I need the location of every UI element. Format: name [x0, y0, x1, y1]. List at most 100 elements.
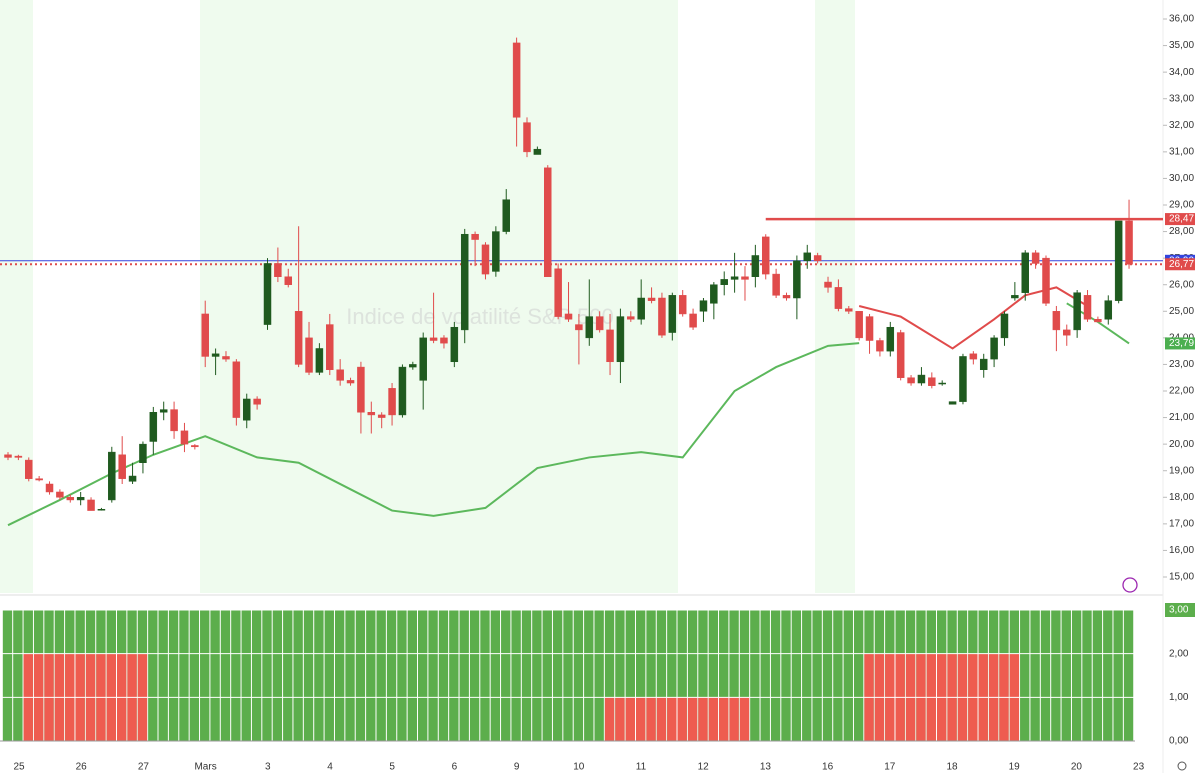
indicator-base — [573, 610, 584, 741]
candle-body — [1094, 319, 1102, 323]
indicator-bar — [719, 697, 729, 741]
y-tick-label: 36,00 — [1169, 14, 1194, 25]
candle-body — [377, 414, 386, 418]
indicator-bar — [667, 697, 677, 741]
y-tick-label: 23,00 — [1169, 359, 1194, 370]
indicator-base — [739, 610, 750, 741]
candle-body — [554, 268, 562, 317]
indicator-base — [698, 610, 708, 741]
candle-body — [595, 316, 604, 331]
indicator-base — [251, 610, 262, 741]
indicator-base — [563, 610, 573, 741]
candle-body — [429, 337, 438, 341]
candle-body — [699, 300, 708, 312]
candle-body — [357, 366, 365, 413]
indicator-base — [604, 610, 615, 741]
candle-body — [108, 451, 116, 501]
candle-body — [14, 455, 23, 458]
x-tick-label: 23 — [1133, 762, 1145, 773]
indicator-base — [1082, 610, 1092, 741]
indicator-base — [1030, 610, 1040, 741]
candle-body — [523, 122, 531, 153]
indicator-tag — [1165, 603, 1195, 617]
candle-body — [1031, 252, 1040, 264]
x-tick-label: Mars — [194, 762, 216, 773]
candle-body — [87, 499, 95, 511]
indicator-bar — [677, 697, 687, 741]
candle-body — [388, 388, 396, 416]
price-tag — [1165, 213, 1195, 226]
candle-body — [928, 377, 936, 386]
candle-body — [336, 369, 344, 381]
indicator-base — [501, 610, 511, 741]
candle-body — [585, 316, 594, 339]
candle-body — [616, 316, 625, 363]
indicator-base — [729, 610, 739, 741]
indicator-base — [314, 610, 324, 741]
price-tag-label: 23,79 — [1169, 338, 1194, 349]
indicator-base — [802, 610, 812, 741]
indicator-base — [1103, 610, 1113, 741]
candle-body — [678, 295, 687, 315]
price-tag — [1165, 337, 1195, 350]
candle-body — [1083, 295, 1092, 320]
candle-body — [834, 287, 843, 309]
candle-body — [907, 377, 915, 384]
x-tick-label: 16 — [822, 762, 834, 773]
x-tick-label: 12 — [698, 762, 710, 773]
indicator-base — [449, 610, 459, 741]
indicator-base — [1123, 610, 1134, 741]
candle-body — [1021, 252, 1029, 293]
settings-icon[interactable] — [1177, 761, 1187, 771]
indicator-base — [480, 610, 490, 741]
indicator-base — [168, 610, 179, 741]
indicator-base — [781, 610, 791, 741]
indicator-base — [189, 610, 200, 741]
indicator-bar — [656, 697, 667, 741]
candle-body — [315, 348, 324, 373]
candle-body — [56, 491, 64, 498]
indicator-base — [615, 610, 625, 741]
candle-body — [772, 273, 780, 296]
candle-body — [761, 236, 770, 275]
indicator-base — [521, 610, 532, 741]
indicator-base — [750, 610, 760, 741]
indicator-bar — [708, 697, 719, 741]
candle-body — [25, 459, 33, 479]
candle-body — [751, 255, 760, 277]
indicator-base — [158, 610, 168, 741]
x-tick-label: 17 — [884, 762, 896, 773]
candle-body — [782, 295, 791, 299]
ma-line — [858, 286, 1089, 350]
indicator-base — [584, 610, 594, 741]
indicator-base — [418, 610, 428, 741]
candle-body — [1125, 220, 1133, 265]
indicator-base — [200, 610, 210, 741]
candle-body — [845, 308, 853, 312]
candle-body — [460, 233, 469, 331]
candle-body — [658, 297, 666, 336]
y-tick-label: 32,00 — [1169, 120, 1194, 131]
alert-icon[interactable] — [1122, 577, 1138, 593]
candle-body — [118, 454, 126, 479]
candle-body — [969, 353, 978, 360]
y-tick-label: 35,00 — [1169, 40, 1194, 51]
y-tick-label: 26,00 — [1169, 279, 1194, 290]
indicator-base — [148, 610, 158, 741]
indicator-base — [677, 610, 687, 741]
candle-body — [979, 358, 988, 370]
candle-body — [544, 167, 552, 277]
indicator-base — [1040, 610, 1051, 741]
candle-body — [959, 356, 967, 402]
indicator-base — [283, 610, 293, 741]
indicator-base — [708, 610, 719, 741]
indicator-base — [438, 610, 449, 741]
candle-body — [1073, 292, 1081, 331]
indicator-base — [262, 610, 272, 741]
indicator-base — [355, 610, 366, 741]
indicator-base — [635, 610, 646, 741]
candle-body — [990, 337, 998, 360]
indicator-bar — [635, 697, 646, 741]
indicator-bar — [646, 697, 656, 741]
x-tick-label: 26 — [76, 762, 88, 773]
